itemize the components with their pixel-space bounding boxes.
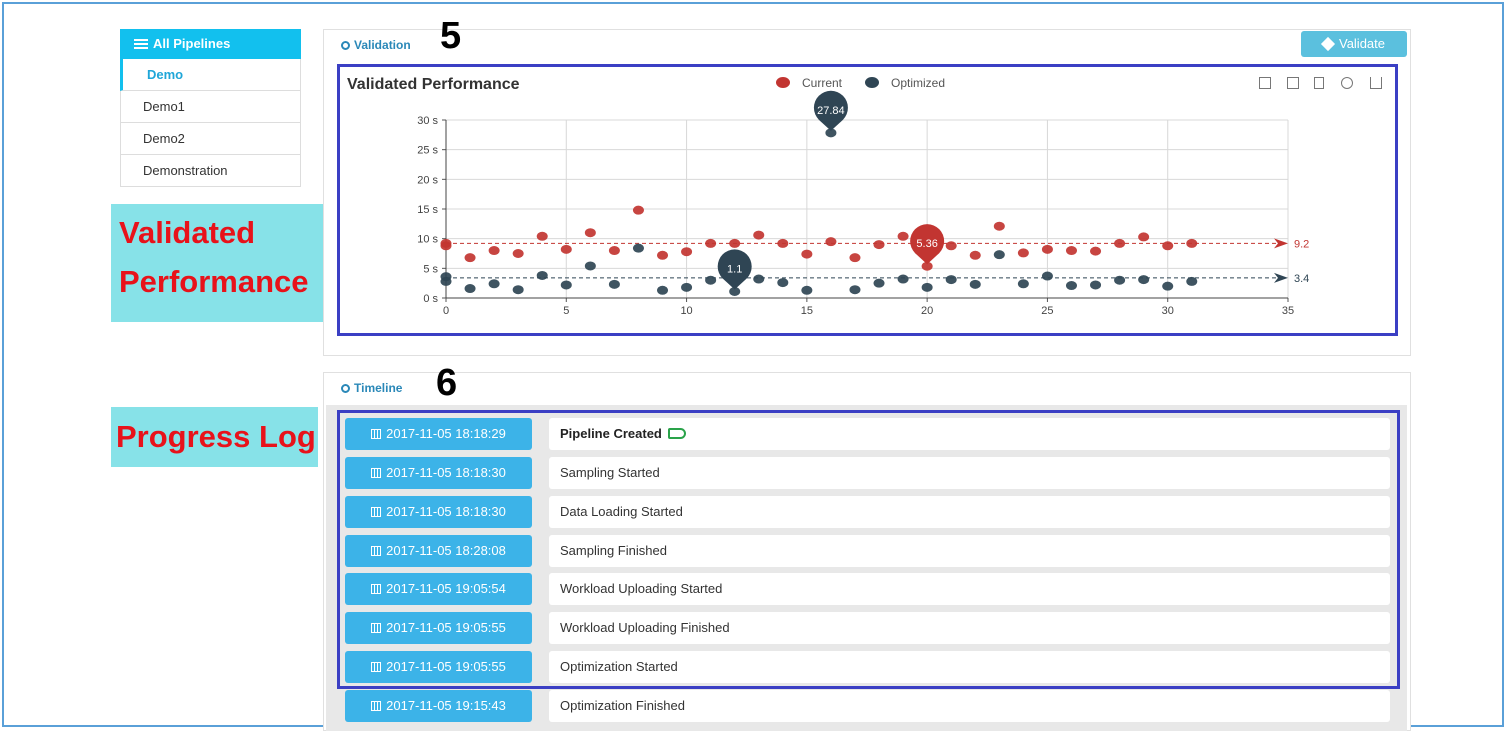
timeline-event-text: Workload Uploading Started	[560, 581, 723, 596]
legend-optimized[interactable]: Optimized	[865, 76, 945, 90]
timeline-date-badge: 2017-11-05 18:18:30	[345, 457, 532, 489]
calendar-icon	[371, 623, 382, 633]
annotation-number-5: 5	[440, 15, 462, 57]
calendar-icon	[371, 429, 382, 439]
download-icon[interactable]	[1370, 77, 1382, 89]
validate-button[interactable]: Validate	[1301, 31, 1407, 57]
legend-optimized-label: Optimized	[891, 76, 946, 90]
timeline-date: 2017-11-05 19:05:55	[386, 620, 506, 635]
annotation-number-6: 6	[436, 362, 458, 404]
sidebar-item-demo2[interactable]: Demo2	[120, 123, 301, 155]
timeline-date: 2017-11-05 18:18:30	[386, 465, 506, 480]
legend-current-label: Current	[802, 76, 843, 90]
hammer-icon	[1320, 36, 1336, 52]
gear-icon	[341, 384, 350, 393]
calendar-icon	[371, 468, 382, 478]
timeline-date-badge: 2017-11-05 18:28:08	[345, 535, 532, 567]
calendar-icon	[371, 701, 382, 711]
timeline-date: 2017-11-05 19:05:55	[386, 659, 506, 674]
timeline-event-text: Sampling Started	[560, 465, 660, 480]
timeline-panel-title: Timeline	[341, 381, 402, 395]
timeline-item: 2017-11-05 19:15:43 Optimization Finishe…	[345, 690, 1390, 722]
timeline-date: 2017-11-05 19:05:54	[386, 581, 506, 596]
restore-icon[interactable]	[1341, 77, 1353, 89]
timeline-event: Workload Uploading Started	[549, 573, 1390, 605]
timeline-item: 2017-11-05 19:05:55 Workload Uploading F…	[345, 612, 1390, 644]
pointing-hand-icon	[667, 428, 686, 439]
timeline-item: 2017-11-05 18:18:30 Data Loading Started	[345, 496, 1390, 528]
timeline-item: 2017-11-05 18:18:30 Sampling Started	[345, 457, 1390, 489]
sidebar-item-demonstration[interactable]: Demonstration	[120, 155, 301, 187]
timeline-date: 2017-11-05 18:28:08	[386, 543, 506, 558]
timeline-highlight-box	[337, 410, 1400, 689]
timeline-event: Sampling Started	[549, 457, 1390, 489]
legend-current[interactable]: Current	[776, 76, 842, 90]
validation-title-text: Validation	[354, 38, 411, 52]
all-pipelines-header[interactable]: All Pipelines	[120, 29, 301, 59]
timeline-date-badge: 2017-11-05 19:05:55	[345, 612, 532, 644]
timeline-date-badge: 2017-11-05 19:05:55	[345, 651, 532, 683]
timeline-date-badge: 2017-11-05 19:05:54	[345, 573, 532, 605]
legend-current-swatch	[776, 77, 790, 88]
timeline-event-text: Pipeline Created	[560, 426, 662, 441]
timeline-date: 2017-11-05 19:15:43	[386, 698, 506, 713]
validation-panel-title: Validation	[341, 38, 411, 52]
timeline-event: Pipeline Created	[549, 418, 1390, 450]
timeline-event-text: Data Loading Started	[560, 504, 683, 519]
data-view-icon[interactable]	[1314, 77, 1324, 89]
zoom-reset-icon[interactable]	[1287, 77, 1299, 89]
timeline-date: 2017-11-05 18:18:29	[386, 426, 506, 441]
timeline-event-text: Optimization Finished	[560, 698, 685, 713]
progress-log-annotation: Progress Log	[111, 407, 318, 467]
chart-title: Validated Performance	[347, 76, 520, 93]
gear-icon	[341, 41, 350, 50]
timeline-item: 2017-11-05 19:05:54 Workload Uploading S…	[345, 573, 1390, 605]
calendar-icon	[371, 507, 382, 517]
timeline-event: Optimization Started	[549, 651, 1390, 683]
timeline-date-badge: 2017-11-05 19:15:43	[345, 690, 532, 722]
timeline-event-text: Sampling Finished	[560, 543, 667, 558]
annotation-line-1: Validated	[119, 215, 256, 250]
zoom-icon[interactable]	[1259, 77, 1271, 89]
pipelines-sidebar: All Pipelines Demo Demo1 Demo2 Demonstra…	[120, 29, 301, 187]
calendar-icon	[371, 662, 382, 672]
timeline-event-text: Workload Uploading Finished	[560, 620, 730, 635]
timeline-date: 2017-11-05 18:18:30	[386, 504, 506, 519]
annotation-line-2: Performance	[119, 263, 309, 299]
timeline-event: Sampling Finished	[549, 535, 1390, 567]
sidebar-item-demo1[interactable]: Demo1	[120, 91, 301, 123]
timeline-event: Workload Uploading Finished	[549, 612, 1390, 644]
timeline-item: 2017-11-05 18:18:29 Pipeline Created	[345, 418, 1390, 450]
timeline-date-badge: 2017-11-05 18:18:29	[345, 418, 532, 450]
calendar-icon	[371, 584, 382, 594]
sidebar-item-demo[interactable]: Demo	[120, 59, 301, 91]
legend-optimized-swatch	[865, 77, 879, 88]
timeline-title-text: Timeline	[354, 381, 403, 395]
validate-button-label: Validate	[1338, 36, 1385, 51]
timeline-item: 2017-11-05 18:28:08 Sampling Finished	[345, 535, 1390, 567]
timeline-event: Data Loading Started	[549, 496, 1390, 528]
timeline-event-text: Optimization Started	[560, 659, 678, 674]
validated-performance-annotation: Validated Performance	[111, 204, 323, 322]
list-icon	[134, 39, 148, 49]
progress-log-label: Progress Log	[116, 419, 316, 454]
all-pipelines-label: All Pipelines	[153, 36, 231, 51]
timeline-event: Optimization Finished	[549, 690, 1390, 722]
calendar-icon	[371, 546, 382, 556]
chart-highlight-box	[337, 64, 1398, 336]
timeline-item: 2017-11-05 19:05:55 Optimization Started	[345, 651, 1390, 683]
timeline-date-badge: 2017-11-05 18:18:30	[345, 496, 532, 528]
